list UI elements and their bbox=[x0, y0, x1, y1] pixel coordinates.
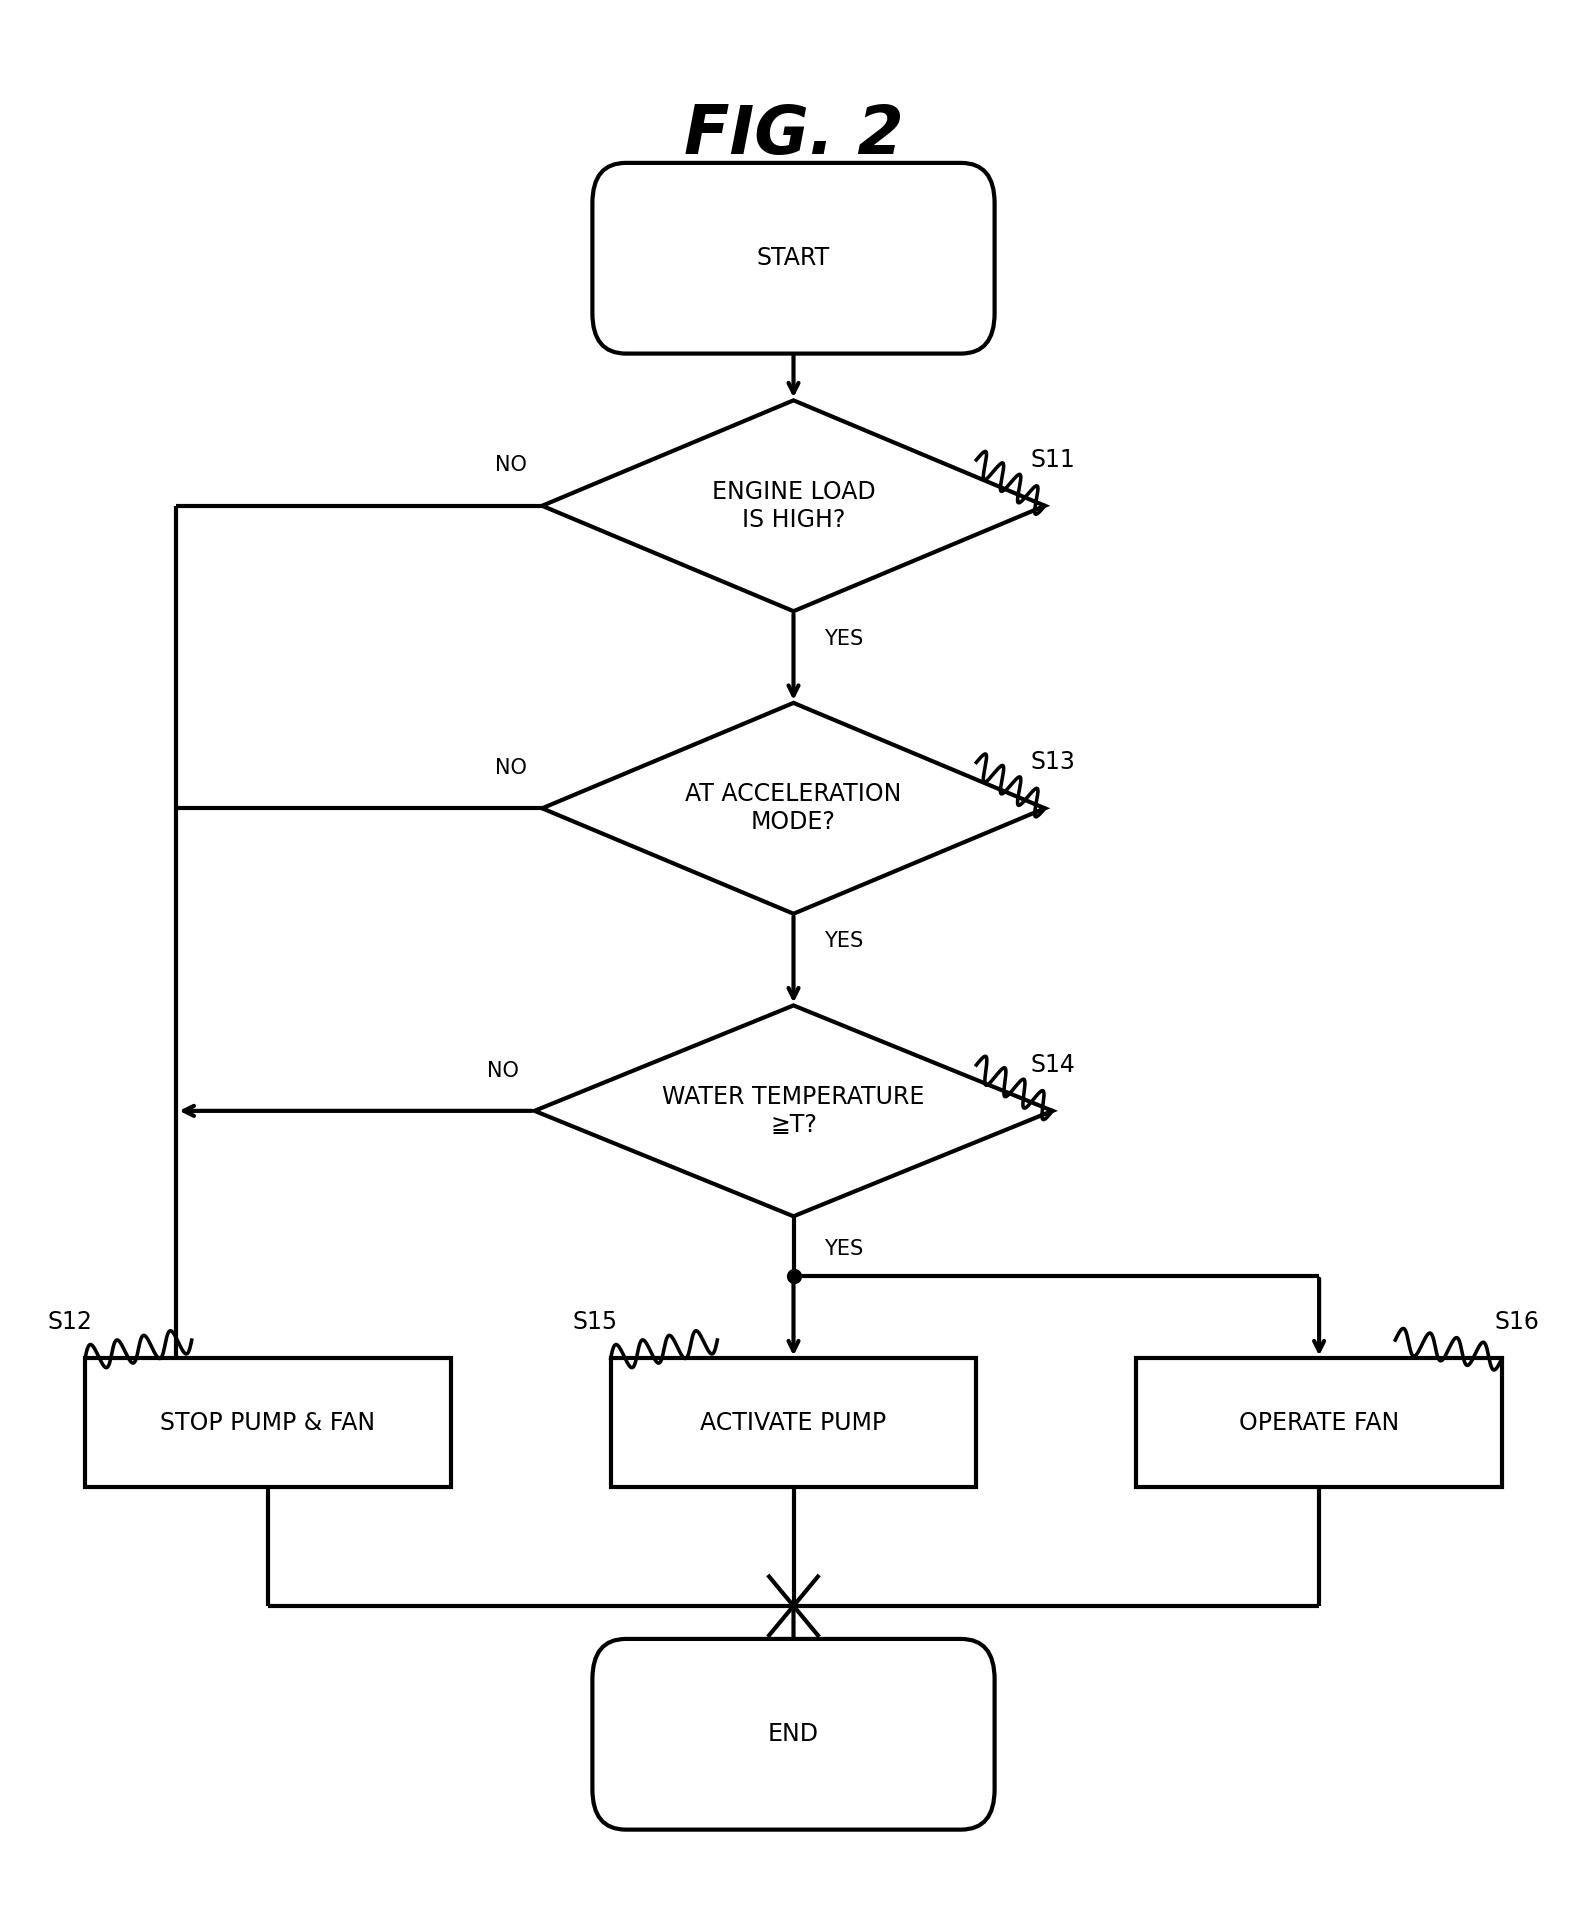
Bar bbox=[611, 1358, 976, 1486]
FancyBboxPatch shape bbox=[592, 162, 995, 353]
Text: S11: S11 bbox=[1030, 449, 1074, 472]
Polygon shape bbox=[543, 401, 1044, 611]
Text: START: START bbox=[757, 246, 830, 269]
Text: S14: S14 bbox=[1030, 1052, 1074, 1077]
Text: NO: NO bbox=[487, 1060, 519, 1081]
Bar bbox=[86, 1358, 451, 1486]
Text: YES: YES bbox=[824, 932, 863, 951]
Polygon shape bbox=[535, 1005, 1052, 1217]
Text: S15: S15 bbox=[573, 1310, 617, 1333]
Text: ENGINE LOAD
IS HIGH?: ENGINE LOAD IS HIGH? bbox=[711, 479, 876, 531]
Text: NO: NO bbox=[495, 758, 527, 777]
Text: AT ACCELERATION
MODE?: AT ACCELERATION MODE? bbox=[686, 783, 901, 835]
Bar bbox=[1136, 1358, 1501, 1486]
Text: S16: S16 bbox=[1495, 1310, 1539, 1333]
Text: WATER TEMPERATURE
≧T?: WATER TEMPERATURE ≧T? bbox=[662, 1085, 925, 1136]
Text: NO: NO bbox=[495, 455, 527, 476]
Text: S12: S12 bbox=[48, 1310, 92, 1333]
Polygon shape bbox=[543, 703, 1044, 913]
Text: ACTIVATE PUMP: ACTIVATE PUMP bbox=[700, 1411, 887, 1434]
Text: S13: S13 bbox=[1030, 751, 1074, 774]
Text: STOP PUMP & FAN: STOP PUMP & FAN bbox=[160, 1411, 376, 1434]
FancyBboxPatch shape bbox=[592, 1639, 995, 1830]
Text: END: END bbox=[768, 1723, 819, 1746]
Text: YES: YES bbox=[824, 628, 863, 649]
Text: FIG. 2: FIG. 2 bbox=[684, 103, 903, 168]
Text: YES: YES bbox=[824, 1240, 863, 1259]
Text: OPERATE FAN: OPERATE FAN bbox=[1239, 1411, 1400, 1434]
